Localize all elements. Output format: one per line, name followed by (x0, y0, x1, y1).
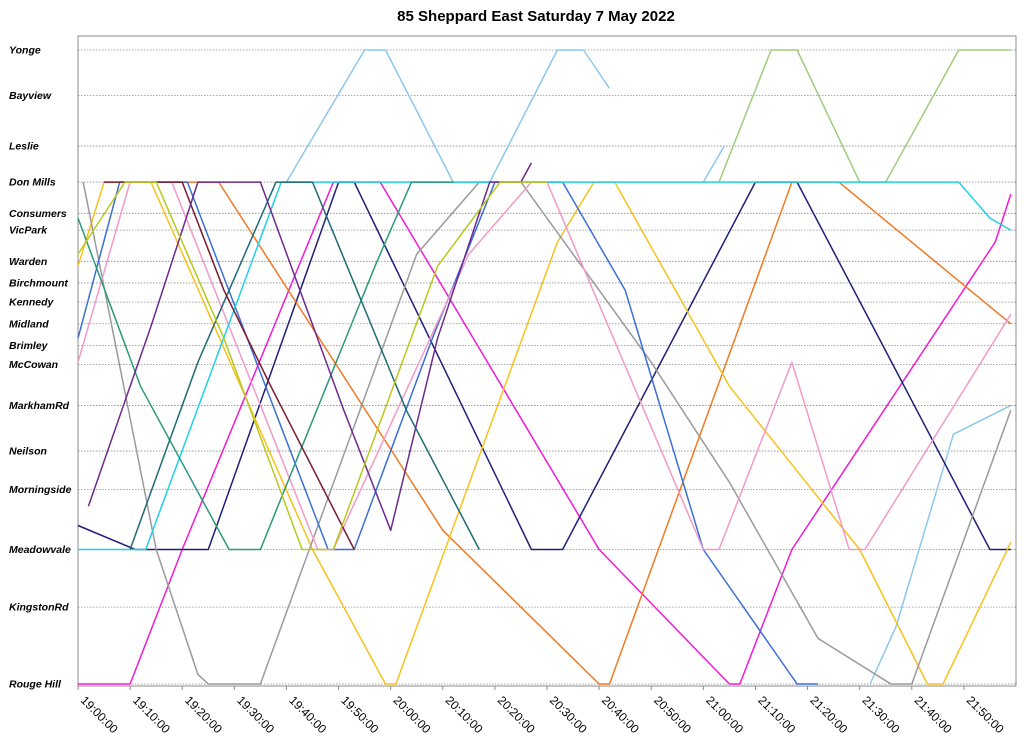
stop-label-leslie: Leslie (9, 141, 39, 153)
x-tick-label: 20:50:00 (651, 693, 694, 736)
bus-trip-line-13 (77, 181, 454, 551)
stop-label-consumers: Consumers (9, 208, 67, 220)
x-tick-label: 21:00:00 (703, 693, 746, 736)
stop-label-morningside: Morningside (9, 484, 72, 496)
stop-label-bayview: Bayview (9, 90, 52, 102)
stop-label-midland: Midland (9, 318, 49, 330)
stop-label-birchmount: Birchmount (9, 277, 68, 289)
stop-label-markhamrd: MarkhamRd (9, 400, 70, 412)
stop-label-vicpark: VicPark (9, 225, 48, 237)
bus-trip-line-1 (285, 49, 611, 183)
x-tick-label: 21:10:00 (755, 693, 798, 736)
bus-trip-line-9 (82, 181, 1012, 685)
x-tick-label: 21:30:00 (860, 693, 903, 736)
x-tick-label: 20:00:00 (391, 693, 434, 736)
chart-title: 85 Sheppard East Saturday 7 May 2022 (397, 8, 675, 25)
x-tick-label: 19:40:00 (286, 693, 329, 736)
bus-trip-line-4 (869, 404, 1012, 685)
stop-label-don-mills: Don Mills (9, 177, 56, 189)
stop-labels: Yonge Bayview Leslie Don Mills Consumers VicP… (9, 45, 72, 691)
series-layer (77, 49, 1012, 685)
stop-label-kingstonrd: KingstonRd (9, 602, 69, 614)
stop-label-yonge: Yonge (9, 45, 41, 57)
x-tick-label: 19:30:00 (234, 693, 277, 736)
stop-label-neilson: Neilson (9, 446, 47, 458)
stop-label-brimley: Brimley (9, 340, 49, 352)
stop-label-mccowan: McCowan (9, 359, 58, 371)
bus-trip-line-5 (78, 181, 1012, 685)
bus-trip-line-14 (129, 181, 480, 550)
x-tick-label: 21:20:00 (807, 693, 850, 736)
x-tick-label: 20:10:00 (443, 693, 486, 736)
bus-trip-line-17 (77, 181, 547, 551)
bus-trip-line-8 (77, 181, 1012, 685)
plot-area (77, 35, 1017, 687)
bus-trip-line-15 (104, 181, 355, 550)
x-tick-label: 20:30:00 (547, 693, 590, 736)
stop-label-kennedy: Kennedy (9, 297, 55, 309)
gridlines (78, 49, 1016, 685)
x-tick-label: 20:40:00 (599, 693, 642, 736)
x-tick-label: 21:50:00 (964, 693, 1007, 736)
bus-trip-line-16 (87, 162, 533, 532)
bus-trip-line-12 (78, 181, 1012, 551)
x-tick-label: 20:20:00 (495, 693, 538, 736)
x-tick-labels: 19:00:00 19:10:00 19:20:00 19:30:00 19:40:00… (77, 686, 1007, 736)
bus-trip-line-11 (77, 181, 1012, 551)
bus-trip-line-7 (156, 181, 1012, 685)
bus-trip-line-3 (702, 145, 725, 183)
x-tick-label: 19:20:00 (182, 693, 225, 736)
bus-trip-line-2 (718, 49, 1011, 183)
x-tick-label: 21:40:00 (912, 693, 955, 736)
stop-label-warden: Warden (9, 256, 47, 268)
bus-trip-line-6 (77, 181, 1011, 551)
x-tick-label: 19:50:00 (338, 693, 381, 736)
stop-label-rouge-hill: Rouge Hill (9, 679, 62, 691)
x-tick-label: 19:00:00 (78, 693, 121, 736)
x-tick-label: 19:10:00 (130, 693, 173, 736)
stop-label-meadowvale: Meadowvale (9, 544, 71, 556)
